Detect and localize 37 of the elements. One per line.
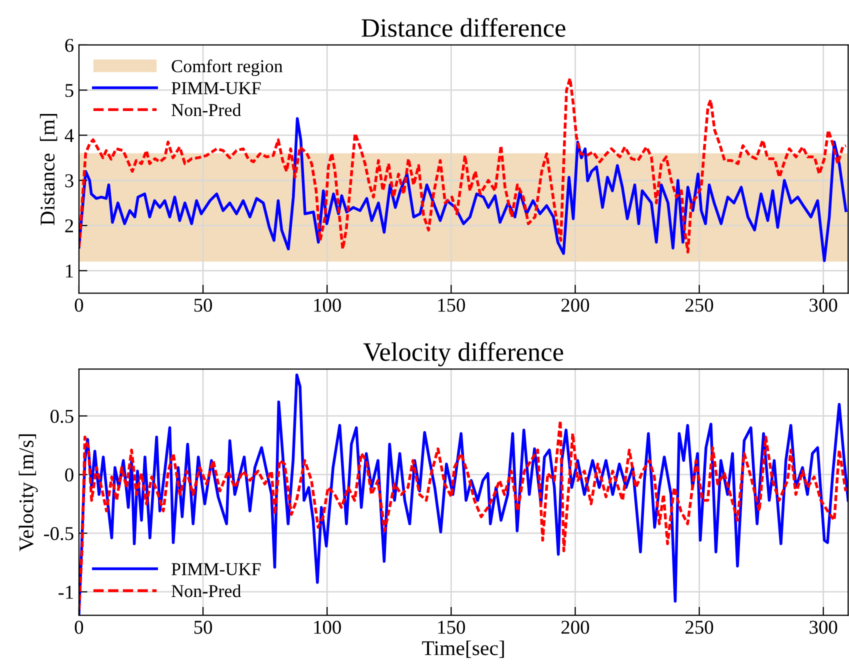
legend-label: Non-Pred: [172, 584, 242, 598]
x-tick-label: 100: [314, 298, 341, 312]
x-tick-label: 150: [438, 298, 465, 312]
x-tick-label: 250: [686, 620, 714, 634]
chart-title: Distance difference: [362, 18, 566, 37]
x-tick-label: 300: [810, 298, 838, 312]
y-tick-label: 3: [65, 174, 74, 188]
legend-label: PIMM-UKF: [172, 563, 261, 576]
line-series: [78, 76, 848, 254]
y-axis-title: Velocity [m/s]: [18, 434, 38, 552]
legend-label: PIMM-UKF: [172, 82, 261, 94]
y-tick-label: -0.5: [44, 527, 74, 540]
y-tick-label: 2: [65, 219, 74, 232]
y-tick-label: 1: [66, 264, 73, 278]
y-tick-label: 0: [65, 468, 74, 482]
x-axis-title: Time[sec]: [422, 640, 504, 658]
x-tick-label: 50: [194, 620, 212, 634]
legend-label: Non-Pred: [172, 103, 242, 116]
x-tick-label: 200: [561, 298, 590, 312]
x-tick-label: 50: [194, 298, 212, 312]
y-tick-label: 0.5: [50, 410, 74, 423]
x-tick-label: 300: [810, 620, 838, 634]
y-tick-label: 5: [66, 84, 74, 98]
x-tick-label: 250: [686, 298, 714, 312]
y-axis-title: Distance [m]: [40, 114, 58, 226]
chart-title: Velocity difference: [363, 342, 564, 366]
x-tick-label: 150: [438, 620, 465, 634]
y-tick-label: 6: [65, 38, 74, 52]
x-tick-label: 0: [74, 298, 84, 312]
x-tick-label: 100: [314, 620, 341, 634]
line-series: [78, 419, 848, 611]
line-series: [78, 117, 848, 262]
x-tick-label: 0: [74, 620, 84, 634]
y-tick-label: 4: [64, 129, 74, 142]
legend-label: Comfort region: [172, 59, 283, 76]
x-tick-label: 200: [561, 620, 590, 634]
y-tick-label: -1: [58, 586, 73, 599]
